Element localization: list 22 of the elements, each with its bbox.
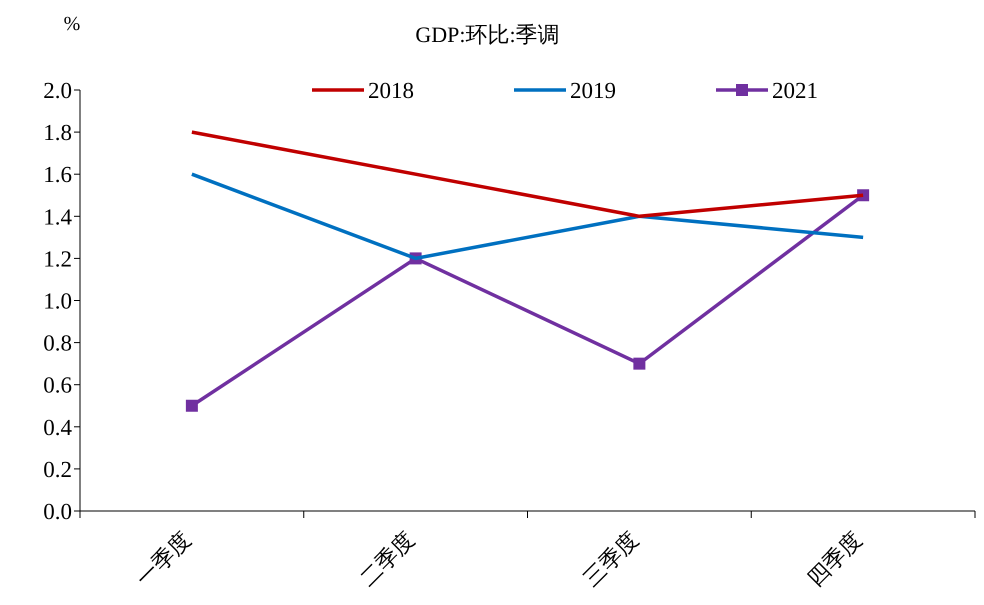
y-tick-label: 0.4 [43,414,72,440]
y-tick-label: 1.6 [43,162,72,188]
y-tick-label: 0.2 [43,456,72,482]
chart-title: GDP:环比:季调 [415,22,560,47]
point [186,400,198,412]
x-tick-label: 一季度 [131,526,196,592]
y-tick-label: 1.2 [43,246,72,272]
y-tick-label: 0.8 [43,330,72,356]
y-tick-label: 1.0 [43,288,72,314]
legend-label: 2019 [570,78,616,103]
y-tick-label: 0.0 [43,499,72,524]
y-tick-label: 2.0 [43,78,72,103]
x-tick-label: 三季度 [578,526,643,592]
point [633,358,646,370]
y-tick-label: 1.4 [43,204,72,230]
x-tick-label: 二季度 [354,526,420,592]
y-axis-title: % [64,13,80,35]
legend-label: 2018 [368,78,414,103]
legend-label: 2021 [772,78,818,103]
y-tick-label: 1.8 [43,120,72,146]
x-tick-label: 四季度 [802,526,867,592]
y-tick-label: 0.6 [43,372,72,398]
